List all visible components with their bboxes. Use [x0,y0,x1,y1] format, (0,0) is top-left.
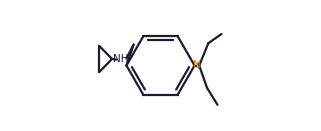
Text: NH: NH [113,54,128,64]
Text: N: N [193,61,201,70]
